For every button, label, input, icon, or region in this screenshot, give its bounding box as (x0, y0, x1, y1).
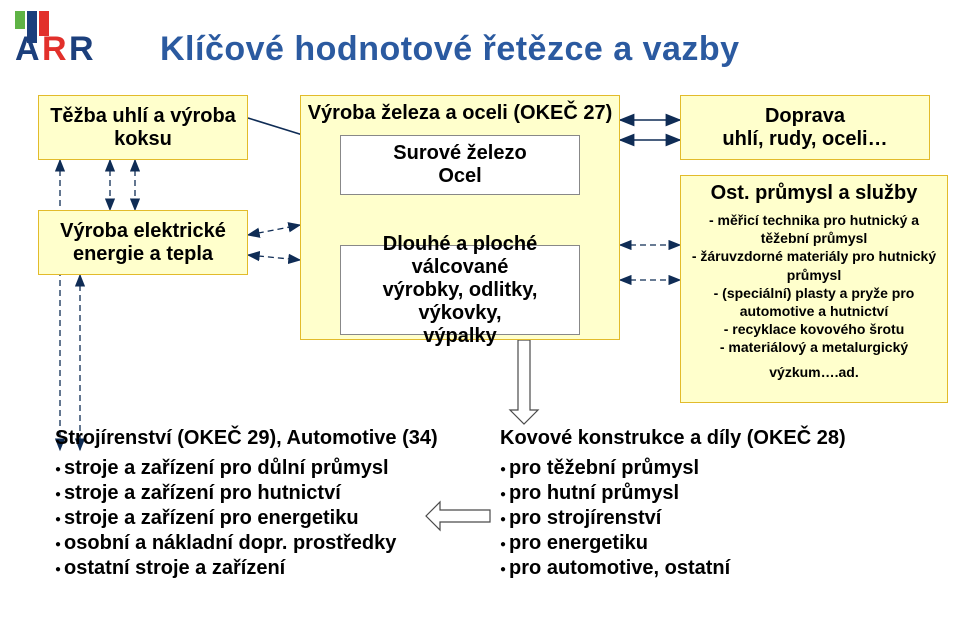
logo: A R R (12, 8, 112, 63)
cluster-left: Strojírenství (OKEČ 29), Automotive (34)… (55, 427, 438, 581)
dlouhe-l3: výpalky (423, 325, 496, 347)
ost-l5: automotive a hutnictví (740, 303, 889, 319)
title-text: Klíčové hodnotové řetězce a vazby (160, 30, 740, 68)
box-ost: Ost. průmysl a služby - měřicí technika … (680, 175, 948, 403)
box-koks-l1: Těžba uhlí a výroba (50, 105, 236, 127)
dlouhe-l2: výrobky, odlitky, výkovky, (383, 279, 538, 324)
cluster-right: Kovové konstrukce a díly (OKEČ 28) pro t… (500, 427, 846, 581)
sub-box-surove: Surové železo Ocel (340, 135, 580, 195)
surove-l1: Surové železo (393, 142, 526, 164)
dlouhe-l1: Dlouhé a ploché válcované (383, 233, 537, 278)
box-energ-l2: energie a tepla (73, 243, 213, 265)
svg-text:R: R (69, 30, 94, 63)
sub-box-dlouhe: Dlouhé a ploché válcované výrobky, odlit… (340, 245, 580, 335)
list-item: stroje a zařízení pro důlní průmysl (55, 456, 438, 481)
list-item: pro hutní průmysl (500, 481, 846, 506)
box-koks: Těžba uhlí a výroba koksu (38, 95, 248, 160)
svg-text:A: A (15, 30, 40, 63)
list-item: stroje a zařízení pro hutnictví (55, 481, 438, 506)
list-item: pro těžební průmysl (500, 456, 846, 481)
box-doprava: Doprava uhlí, rudy, oceli… (680, 95, 930, 160)
ost-title: Ost. průmysl a služby (711, 182, 918, 204)
box-koks-l2: koksu (114, 128, 172, 150)
ost-l2: - žáruvzdorné materiály pro hutnický (692, 248, 936, 264)
slide-title: Klíčové hodnotové řetězce a vazby (160, 30, 740, 69)
cluster-left-header: Strojírenství (OKEČ 29), Automotive (34) (55, 427, 438, 450)
doprava-l1: Doprava (765, 105, 845, 127)
ost-l1: těžební průmysl (761, 230, 868, 246)
ost-l0: - měřicí technika pro hutnický a (709, 212, 919, 228)
box-energ-l1: Výroba elektrické (60, 220, 226, 242)
ost-l8: výzkum….ad. (769, 364, 858, 380)
svg-text:R: R (42, 30, 67, 63)
cluster-right-header: Kovové konstrukce a díly (OKEČ 28) (500, 427, 846, 450)
ost-l6: - recyklace kovového šrotu (724, 321, 905, 337)
ost-l7: - materiálový a metalurgický (720, 339, 908, 355)
list-item: osobní a nákladní dopr. prostředky (55, 531, 438, 556)
list-item: stroje a zařízení pro energetiku (55, 506, 438, 531)
doprava-l2: uhlí, rudy, oceli… (722, 128, 887, 150)
list-item: ostatní stroje a zařízení (55, 556, 438, 581)
box-energ: Výroba elektrické energie a tepla (38, 210, 248, 275)
ost-l3: průmysl (787, 267, 841, 283)
list-item: pro strojírenství (500, 506, 846, 531)
surove-l2: Ocel (438, 165, 481, 187)
cluster-left-list: stroje a zařízení pro důlní průmysl stro… (55, 456, 438, 581)
cluster-right-list: pro těžební průmysl pro hutní průmysl pr… (500, 456, 846, 581)
box-okec27-title: Výroba železa a oceli (OKEČ 27) (308, 102, 613, 124)
list-item: pro energetiku (500, 531, 846, 556)
list-item: pro automotive, ostatní (500, 556, 846, 581)
ost-l4: - (speciální) plasty a pryže pro (714, 285, 915, 301)
